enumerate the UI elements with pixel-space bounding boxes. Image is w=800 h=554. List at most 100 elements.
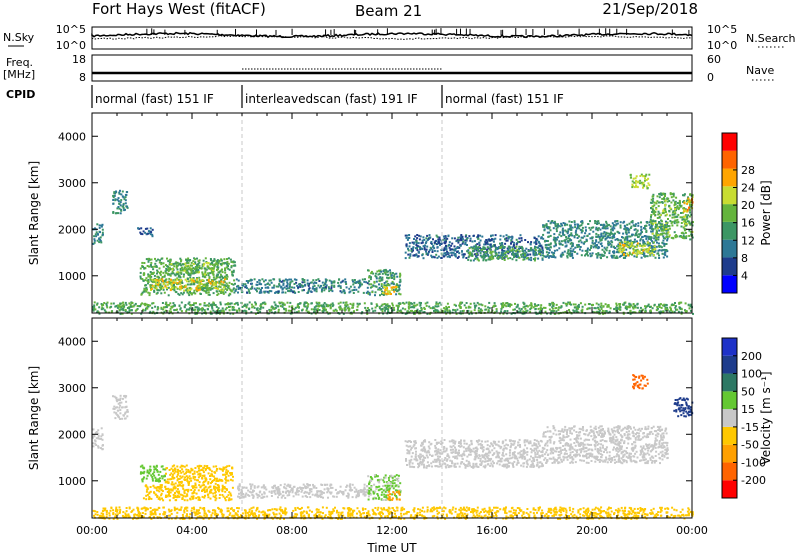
data-cell: [481, 309, 484, 312]
data-cell: [308, 287, 311, 290]
data-cell: [223, 280, 226, 283]
data-cell: [305, 309, 308, 312]
data-cell: [221, 271, 224, 274]
data-cell: [614, 238, 617, 241]
data-cell: [558, 306, 561, 309]
data-cell: [649, 306, 651, 308]
data-cell: [149, 278, 152, 281]
data-cell: [156, 470, 159, 473]
data-cell: [119, 189, 121, 192]
data-cell: [446, 250, 449, 253]
data-cell: [591, 252, 594, 255]
data-cell: [583, 241, 586, 244]
data-cell: [539, 249, 542, 252]
data-cell: [208, 276, 211, 279]
data-cell: [556, 226, 559, 229]
data-cell: [637, 222, 640, 225]
data-cell: [143, 267, 146, 270]
data-cell: [642, 185, 645, 188]
data-cell: [592, 230, 595, 233]
data-cell: [680, 301, 683, 304]
data-cell: [268, 290, 271, 292]
data-cell: [568, 235, 571, 237]
data-cell: [112, 196, 115, 199]
data-cell: [460, 234, 463, 236]
data-cell: [220, 278, 223, 281]
data-cell: [315, 308, 318, 311]
data-cell: [135, 308, 138, 311]
data-cell: [659, 245, 662, 248]
data-cell: [199, 288, 201, 291]
data-cell: [176, 308, 178, 311]
data-cell: [526, 305, 529, 308]
data-cell: [156, 469, 158, 472]
data-cell: [154, 468, 157, 470]
data-cell: [209, 272, 212, 275]
data-cell: [186, 265, 189, 268]
data-cell: [203, 304, 206, 307]
data-cell: [420, 247, 423, 250]
data-cell: [313, 289, 316, 292]
data-cell: [486, 246, 489, 249]
data-cell: [113, 408, 116, 410]
data-cell: [483, 251, 486, 254]
data-cell: [297, 286, 300, 289]
data-cell: [162, 287, 165, 289]
data-cell: [616, 230, 619, 233]
data-cell: [120, 302, 123, 305]
data-cell: [495, 247, 497, 250]
data-cell: [227, 262, 230, 265]
data-cell: [639, 232, 642, 235]
data-cell: [569, 250, 572, 253]
data-cell: [554, 242, 557, 245]
data-cell: [503, 249, 506, 252]
data-cell: [537, 235, 540, 238]
data-cell: [275, 285, 278, 288]
data-cell: [204, 276, 207, 279]
data-cell: [691, 236, 694, 239]
data-cell: [537, 304, 540, 306]
data-cell: [477, 235, 479, 238]
data-cell: [374, 309, 377, 312]
data-cell: [421, 241, 424, 244]
data-cell: [489, 243, 492, 246]
colorbar-tick-label: 12: [741, 234, 755, 247]
data-cell: [221, 262, 224, 265]
data-cell: [378, 305, 381, 308]
data-cell: [492, 245, 495, 248]
data-cell: [220, 269, 223, 272]
data-cell: [530, 259, 533, 262]
data-cell: [660, 223, 663, 226]
data-cell: [258, 287, 261, 290]
data-cell: [250, 287, 252, 290]
data-cell: [487, 243, 489, 246]
data-cell: [547, 256, 550, 259]
data-cell: [615, 251, 618, 254]
data-cell: [580, 254, 583, 257]
data-cell: [330, 286, 333, 289]
data-cell: [384, 288, 387, 291]
data-cell: [654, 235, 657, 238]
data-cell: [185, 259, 188, 262]
data-cell: [245, 305, 248, 308]
data-cell: [477, 246, 480, 249]
data-cell: [570, 228, 573, 231]
data-cell: [660, 306, 663, 309]
colorbar-tick-label: 28: [741, 164, 755, 177]
data-cell: [143, 290, 146, 293]
data-cell: [368, 280, 371, 283]
data-cell: [227, 499, 230, 502]
data-cell: [209, 263, 212, 266]
data-cell: [505, 234, 508, 237]
data-cell: [482, 254, 485, 257]
data-cell: [412, 242, 415, 245]
data-cell: [616, 238, 619, 240]
data-cell: [677, 213, 680, 216]
data-cell: [549, 242, 552, 245]
data-cell: [452, 251, 455, 254]
data-cell: [170, 284, 173, 287]
data-cell: [118, 203, 121, 205]
data-cell: [148, 468, 151, 471]
data-cell: [640, 310, 642, 313]
